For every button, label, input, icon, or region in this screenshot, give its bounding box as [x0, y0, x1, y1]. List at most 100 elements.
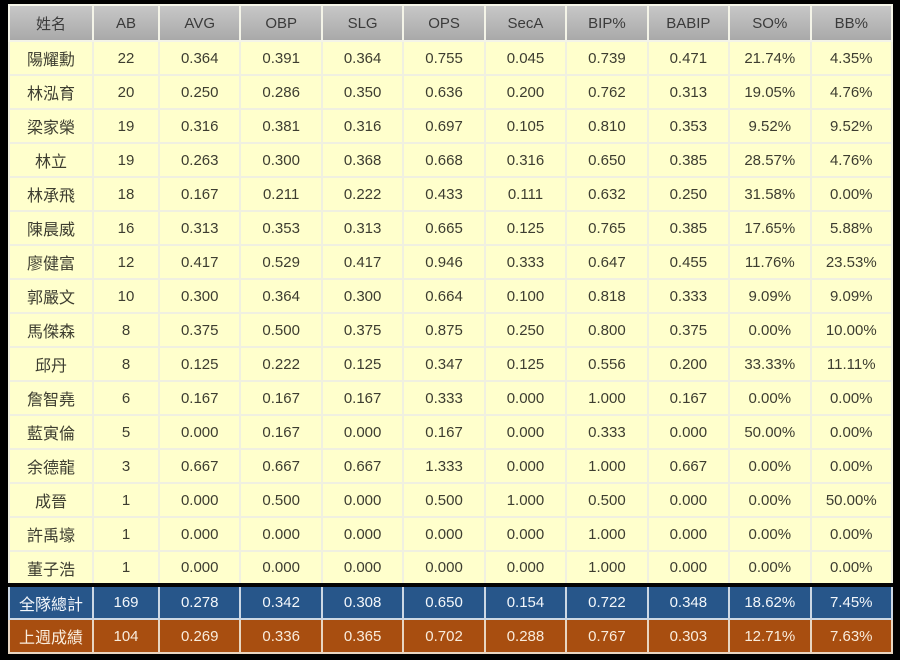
stat-cell: 11.11% — [809, 346, 893, 382]
stat-cell: 0.000 — [320, 414, 405, 450]
stat-cell: 0.250 — [483, 312, 568, 348]
stat-cell: 20 — [92, 74, 160, 110]
stat-cell: 0.364 — [157, 40, 242, 76]
stat-cell: 0.300 — [320, 278, 405, 314]
stat-cell: 0.288 — [483, 618, 568, 654]
stat-cell: 0.154 — [483, 583, 568, 620]
stat-cell: 0.000 — [483, 448, 568, 484]
stat-cell: 0.810 — [565, 108, 649, 144]
stat-cell: 0.278 — [157, 583, 242, 620]
stat-cell: 0.000 — [646, 516, 731, 552]
player-row: 馬傑森 8 0.375 0.500 0.375 0.875 0.250 0.800 0.375 0… — [8, 312, 893, 348]
player-name-cell: 廖健富 — [8, 244, 94, 280]
stat-cell: 8 — [92, 312, 160, 348]
table-header: 姓名 AB AVG OBP SLG OPS SecA BIP% BABIP SO% BB% — [8, 4, 893, 42]
stat-cell: 0.00% — [809, 516, 893, 552]
stat-cell: 17.65% — [728, 210, 812, 246]
stat-cell: 9.09% — [809, 278, 893, 314]
player-name-cell: 藍寅倫 — [8, 414, 94, 450]
stat-cell: 22 — [92, 40, 160, 76]
stat-cell: 0.00% — [728, 550, 812, 586]
player-row: 陳晨威 16 0.313 0.353 0.313 0.665 0.125 0.765 0.385… — [8, 210, 893, 246]
player-name-cell: 邱丹 — [8, 346, 94, 382]
stat-cell: 0.471 — [646, 40, 731, 76]
stat-cell: 0.348 — [646, 583, 731, 620]
stat-cell: 9.52% — [728, 108, 812, 144]
player-row: 廖健富 12 0.417 0.529 0.417 0.946 0.333 0.647 0.455… — [8, 244, 893, 280]
column-header-bip-pct: BIP% — [565, 4, 649, 42]
stat-cell: 0.381 — [239, 108, 323, 144]
stat-cell: 23.53% — [809, 244, 893, 280]
stat-cell: 0.000 — [483, 516, 568, 552]
stat-cell: 1.000 — [565, 380, 649, 416]
stat-cell: 0.375 — [320, 312, 405, 348]
stat-cell: 0.167 — [402, 414, 486, 450]
stat-cell: 0.365 — [320, 618, 405, 654]
stat-cell: 0.100 — [483, 278, 568, 314]
stat-cell: 0.739 — [565, 40, 649, 76]
stat-cell: 0.636 — [402, 74, 486, 110]
stat-cell: 9.52% — [809, 108, 893, 144]
stat-cell: 0.00% — [809, 448, 893, 484]
column-header-obp: OBP — [239, 4, 323, 42]
stat-cell: 0.211 — [239, 176, 323, 212]
column-header-name: 姓名 — [8, 4, 94, 42]
column-header-so-pct: SO% — [728, 4, 812, 42]
stat-cell: 0.664 — [402, 278, 486, 314]
stat-cell: 0.300 — [239, 142, 323, 178]
stat-cell: 0.368 — [320, 142, 405, 178]
stat-cell: 0.222 — [239, 346, 323, 382]
stat-cell: 16 — [92, 210, 160, 246]
stat-cell: 0.650 — [565, 142, 649, 178]
stat-cell: 11.76% — [728, 244, 812, 280]
player-name-cell: 林立 — [8, 142, 94, 178]
table-body: 陽耀勳 22 0.364 0.391 0.364 0.755 0.045 0.739 0.471… — [8, 40, 893, 654]
team-total-row: 全隊總計 169 0.278 0.342 0.308 0.650 0.154 0.722 0.3… — [8, 583, 893, 620]
stat-cell: 0.300 — [157, 278, 242, 314]
stat-cell: 0.665 — [402, 210, 486, 246]
player-name-cell: 許禹壕 — [8, 516, 94, 552]
stat-cell: 18.62% — [728, 583, 812, 620]
stat-cell: 19.05% — [728, 74, 812, 110]
stat-cell: 0.00% — [728, 380, 812, 416]
stat-cell: 0.222 — [320, 176, 405, 212]
stat-cell: 0.333 — [483, 244, 568, 280]
stat-cell: 1 — [92, 516, 160, 552]
stat-cell: 0.167 — [320, 380, 405, 416]
player-row: 詹智堯 6 0.167 0.167 0.167 0.333 0.000 1.000 0.167 0… — [8, 380, 893, 416]
stat-cell: 0.333 — [402, 380, 486, 416]
stat-cell: 1.000 — [565, 448, 649, 484]
stat-cell: 0.364 — [239, 278, 323, 314]
stat-cell: 0.336 — [239, 618, 323, 654]
stat-cell: 1 — [92, 550, 160, 586]
stat-cell: 0.800 — [565, 312, 649, 348]
stat-cell: 0.00% — [809, 414, 893, 450]
stat-cell: 4.76% — [809, 74, 893, 110]
stat-cell: 1.000 — [565, 550, 649, 586]
stat-cell: 0.668 — [402, 142, 486, 178]
player-row: 成晉 1 0.000 0.500 0.000 0.500 1.000 0.500 0.000 0.… — [8, 482, 893, 518]
stat-cell: 0.000 — [157, 414, 242, 450]
stat-cell: 0.000 — [157, 516, 242, 552]
stat-cell: 31.58% — [728, 176, 812, 212]
stat-cell: 12 — [92, 244, 160, 280]
player-row: 梁家榮 19 0.316 0.381 0.316 0.697 0.105 0.810 0.353… — [8, 108, 893, 144]
stat-cell: 10.00% — [809, 312, 893, 348]
stat-cell: 0.556 — [565, 346, 649, 382]
column-header-ops: OPS — [402, 4, 486, 42]
stat-cell: 0.125 — [320, 346, 405, 382]
stat-cell: 0.125 — [483, 346, 568, 382]
stat-cell: 0.667 — [646, 448, 731, 484]
player-row: 許禹壕 1 0.000 0.000 0.000 0.000 0.000 1.000 0.000 0… — [8, 516, 893, 552]
stat-cell: 0.353 — [646, 108, 731, 144]
stat-cell: 0.762 — [565, 74, 649, 110]
stat-cell: 0.875 — [402, 312, 486, 348]
column-header-seca: SecA — [483, 4, 568, 42]
stat-cell: 0.125 — [157, 346, 242, 382]
stat-cell: 0.000 — [157, 482, 242, 518]
stat-cell: 0.765 — [565, 210, 649, 246]
stat-cell: 0.000 — [402, 516, 486, 552]
stat-cell: 0.00% — [728, 482, 812, 518]
stat-cell: 0.500 — [402, 482, 486, 518]
player-row: 邱丹 8 0.125 0.222 0.125 0.347 0.125 0.556 0.200 33… — [8, 346, 893, 382]
